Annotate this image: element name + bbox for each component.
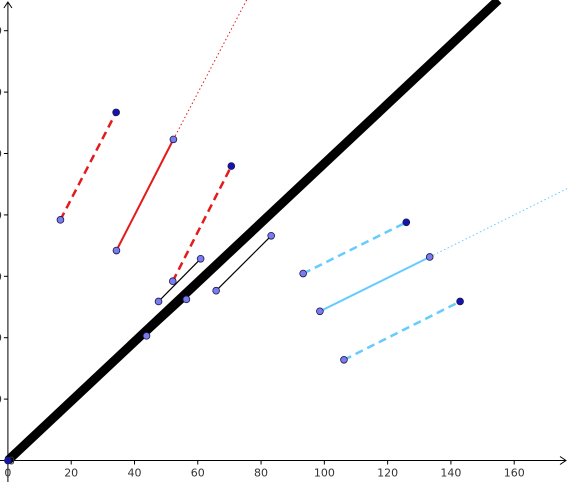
segment-dashed-3: [171, 165, 233, 282]
x-tick-label: 0: [4, 467, 11, 480]
y-tick-label: 120: [0, 86, 2, 99]
segments-layer: [59, 0, 568, 361]
x-tick-label: 100: [314, 467, 335, 480]
point-4: [112, 246, 121, 255]
x-tick-label: 40: [127, 467, 141, 480]
diagonal-layer: [4, 0, 502, 464]
points-layer: [4, 108, 464, 465]
segment-solid-8: [319, 256, 431, 313]
point-8: [168, 277, 177, 286]
x-axis-arrow-icon: [559, 456, 567, 465]
segment-dotted-2: [172, 0, 248, 140]
y-tick-label: 140: [0, 25, 2, 38]
point-2: [169, 135, 178, 144]
point-17: [456, 297, 464, 306]
y-axis-arrow-icon: [3, 1, 13, 9]
x-tick-label: 80: [254, 467, 268, 480]
segment-dashed-7: [302, 221, 407, 275]
point-1: [112, 108, 120, 117]
segment-solid-4: [158, 258, 202, 302]
x-tick-label: 120: [377, 467, 398, 480]
point-9: [154, 297, 163, 306]
y-tick-label: 40: [0, 332, 2, 345]
segment-solid-6: [215, 235, 272, 292]
segment-dotted-9: [429, 187, 568, 258]
x-tick-label: 140: [440, 467, 461, 480]
point-5: [227, 162, 236, 170]
y-tick-label: 80: [0, 209, 2, 222]
point-16: [316, 307, 324, 316]
x-tick-label: 60: [191, 467, 205, 480]
x-tick-label: 20: [64, 467, 78, 480]
y-tick-label: 100: [0, 148, 2, 161]
point-10: [182, 295, 191, 304]
point-18: [340, 356, 348, 364]
segment-dashed-0: [59, 111, 118, 221]
x-tick-label: 160: [504, 467, 525, 480]
segment-solid-1: [115, 138, 175, 251]
point-13: [402, 218, 411, 227]
segment-dashed-10: [343, 300, 461, 361]
point-6: [267, 231, 275, 240]
point-15: [299, 269, 307, 278]
y-tick-label: 60: [0, 270, 2, 283]
diagonal-line: [4, 0, 502, 464]
point-12: [142, 332, 151, 340]
y-tick-label: 20: [0, 393, 2, 406]
point-14: [425, 253, 434, 261]
point-0: [4, 456, 12, 465]
point-11: [212, 286, 220, 295]
point-7: [196, 255, 205, 263]
point-3: [56, 216, 65, 224]
